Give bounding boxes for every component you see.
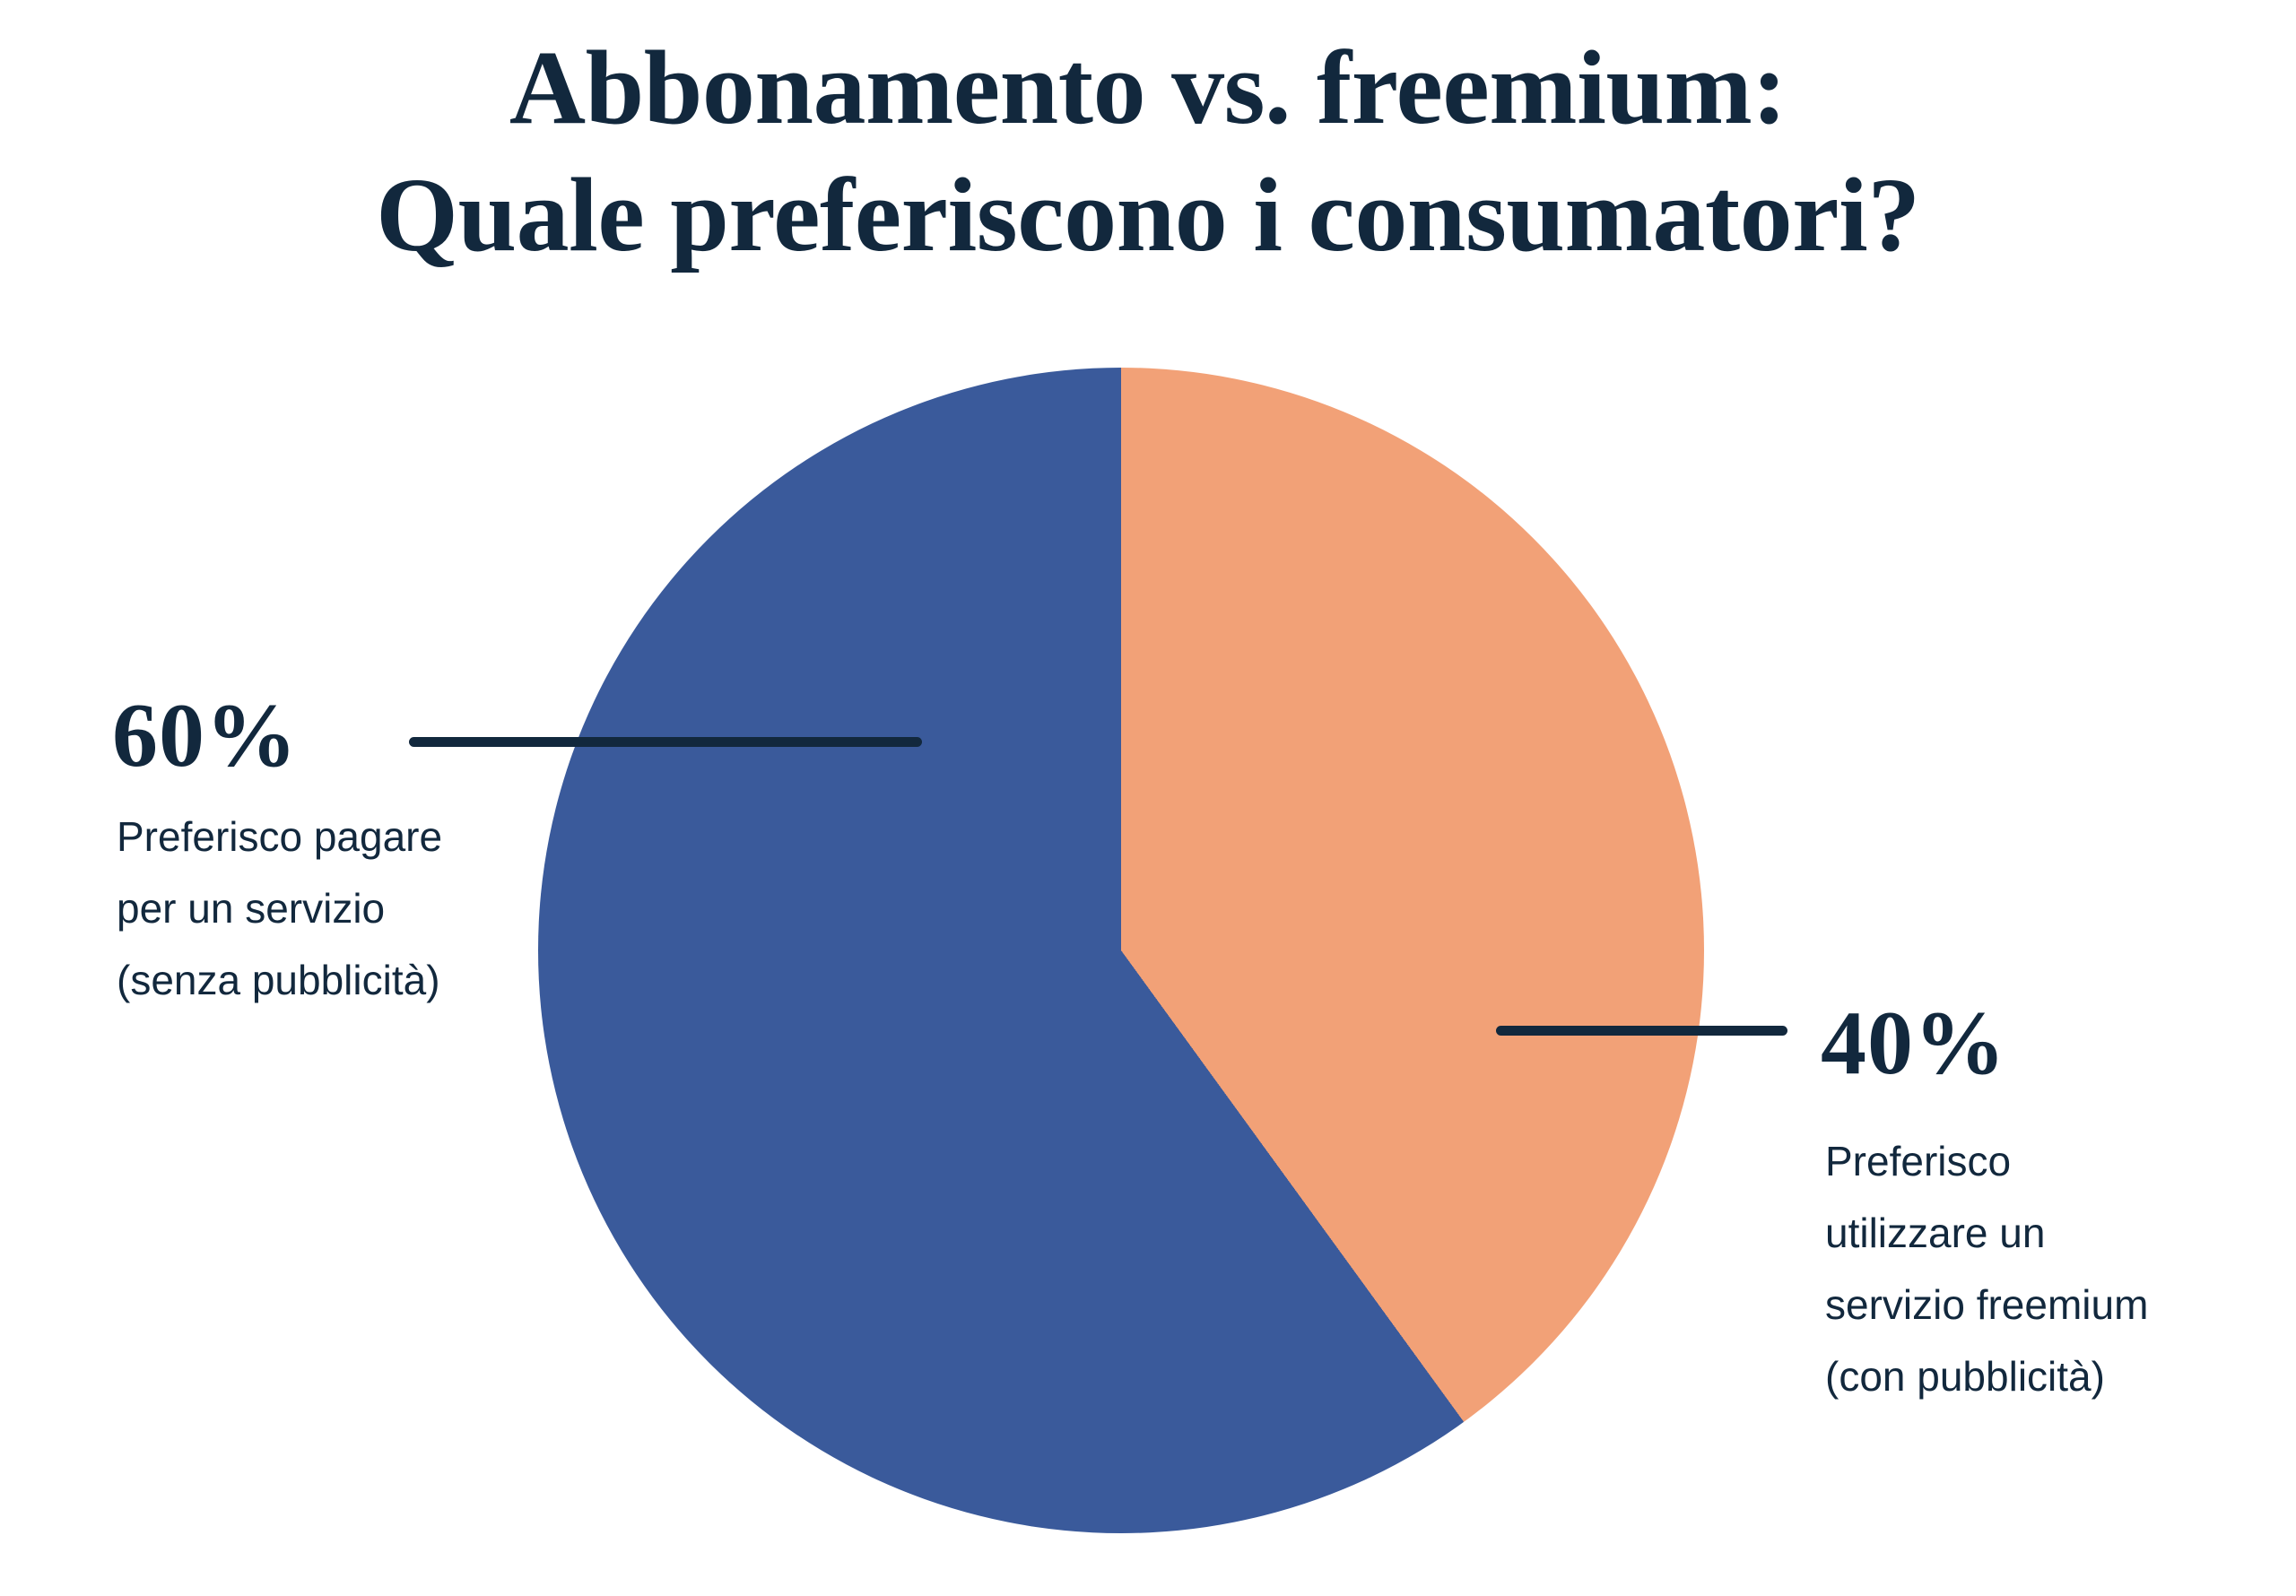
leader-line-40pct [1496, 1026, 1787, 1036]
slice-description-60pct: Preferisco pagare per un servizio (senza… [117, 801, 442, 1016]
slice-description-line: utilizzare un [1825, 1210, 2046, 1256]
pie-chart [538, 368, 1704, 1533]
value-label-40pct: 40% [1821, 993, 2006, 1094]
slice-description-line: (con pubblicità) [1825, 1353, 2105, 1400]
slice-description-line: servizio freemium [1825, 1281, 2149, 1328]
slice-description-line: per un servizio [117, 885, 386, 932]
slice-description-40pct: Preferisco utilizzare un servizio freemi… [1825, 1125, 2148, 1412]
value-label-60pct: 60% [112, 685, 298, 786]
leader-line-60pct [409, 737, 922, 747]
slice-description-line: Preferisco [1825, 1138, 2012, 1184]
slice-description-line: (senza pubblicità) [117, 957, 440, 1003]
chart-title-line2: Quale preferiscono i consumatori? [376, 156, 1920, 273]
chart-title: Abbonamento vs. freemium: Quale preferis… [0, 24, 2296, 279]
chart-title-line1: Abbonamento vs. freemium: [509, 29, 1787, 146]
slice-description-line: Preferisco pagare [117, 813, 443, 860]
